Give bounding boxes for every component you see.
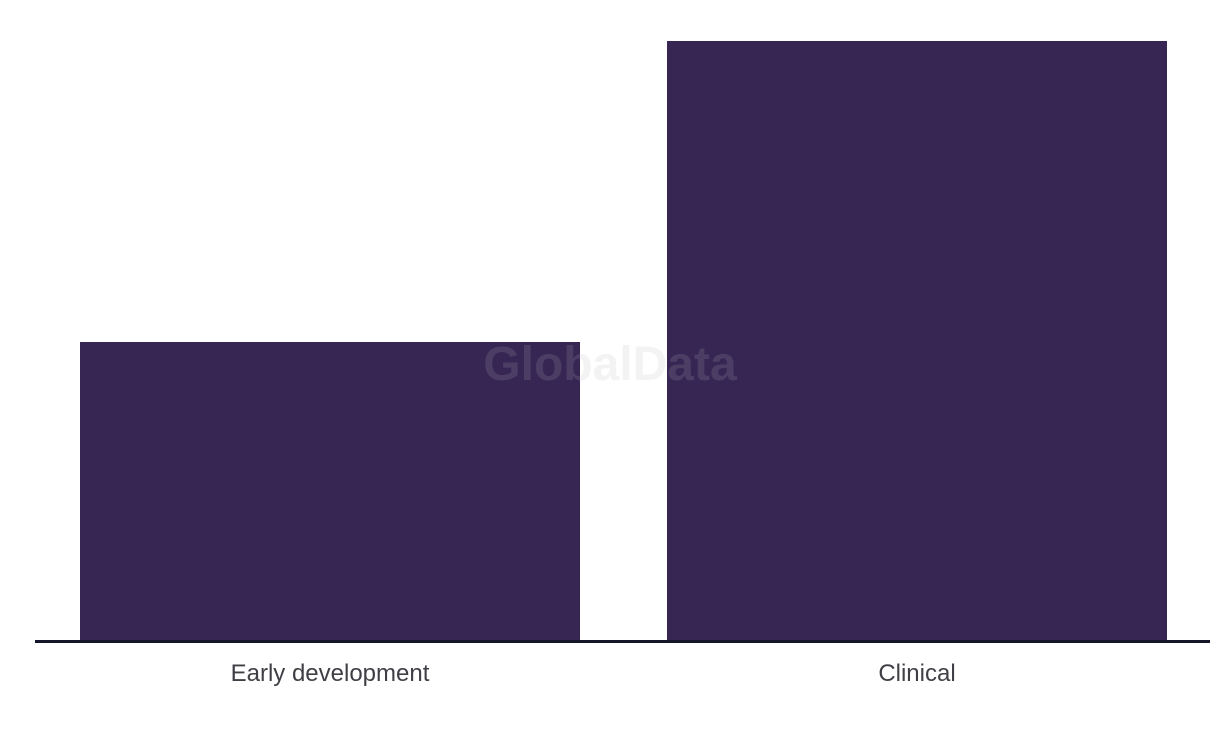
x-axis-line	[35, 640, 1210, 643]
x-tick-label-clinical: Clinical	[878, 660, 956, 687]
x-tick-label-early-development: Early development	[230, 660, 430, 687]
bar-early-development	[80, 342, 580, 642]
bar-clinical	[667, 41, 1167, 642]
